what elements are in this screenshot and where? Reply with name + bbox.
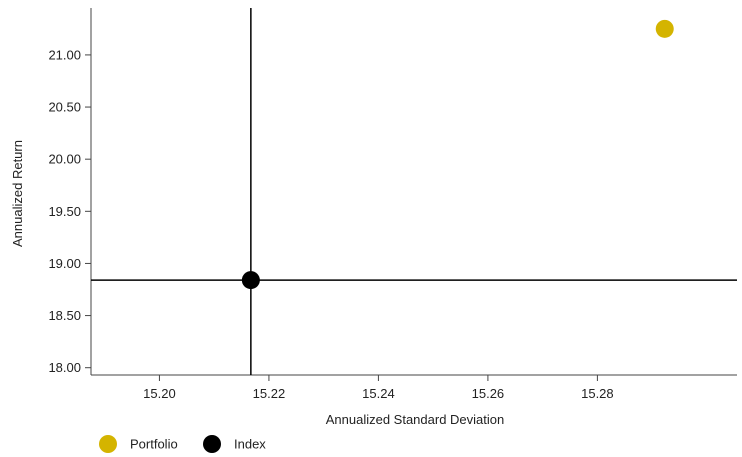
- x-tick-label: 15.20: [143, 386, 176, 401]
- x-tick-label: 15.22: [253, 386, 286, 401]
- y-tick-label: 18.00: [48, 360, 81, 375]
- y-tick-label: 20.50: [48, 100, 81, 115]
- y-tick-label: 19.00: [48, 256, 81, 271]
- y-tick-label: 21.00: [48, 47, 81, 62]
- legend: Portfolio Index: [99, 435, 266, 453]
- reference-lines: [91, 8, 737, 375]
- axes: 18.00 18.50 19.00 19.50 20.00 20.50 21.00 15.20…: [10, 8, 737, 427]
- legend-label-index: Index: [234, 437, 266, 452]
- x-axis-title: Annualized Standard Deviation: [326, 412, 505, 427]
- x-tick-label: 15.28: [581, 386, 614, 401]
- portfolio-point: [655, 19, 674, 38]
- x-tick-label: 15.26: [472, 386, 505, 401]
- legend-marker-index: [203, 435, 221, 453]
- y-tick-label: 20.00: [48, 152, 81, 167]
- x-tick-label: 15.24: [362, 386, 395, 401]
- index-point: [241, 271, 260, 290]
- legend-marker-portfolio: [99, 435, 117, 453]
- legend-label-portfolio: Portfolio: [130, 437, 178, 452]
- data-points: [241, 19, 674, 290]
- y-axis-title: Annualized Return: [10, 140, 25, 247]
- y-tick-label: 18.50: [48, 308, 81, 323]
- y-tick-label: 19.50: [48, 204, 81, 219]
